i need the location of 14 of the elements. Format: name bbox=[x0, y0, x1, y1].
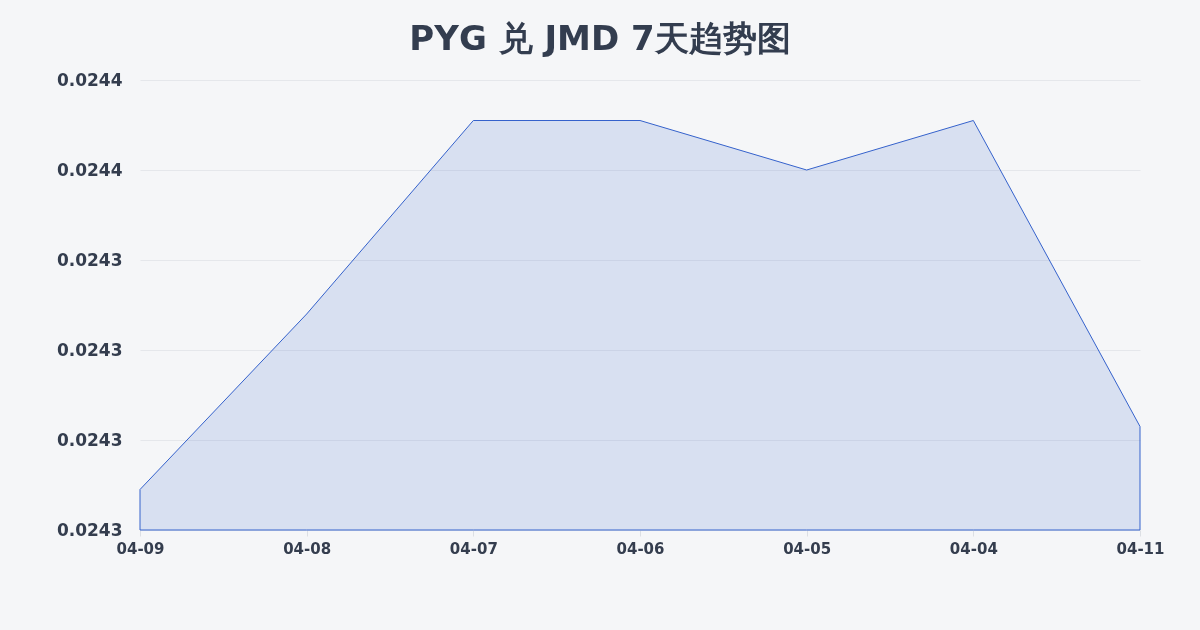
x-tick-label: 04-06 bbox=[616, 539, 665, 558]
y-tick-label: 0.0243 bbox=[56, 519, 123, 540]
y-tick-label: 0.0244 bbox=[56, 69, 123, 90]
y-tick-label: 0.0243 bbox=[56, 429, 123, 450]
x-tick-label: 04-08 bbox=[283, 539, 332, 558]
y-tick-label: 0.0244 bbox=[56, 159, 123, 180]
y-tick-label: 0.0243 bbox=[56, 339, 123, 360]
y-tick-label: 0.0243 bbox=[56, 249, 123, 270]
x-tick-label: 04-11 bbox=[1116, 539, 1165, 558]
x-tick-label: 04-04 bbox=[949, 539, 998, 558]
x-tick-label: 04-05 bbox=[783, 539, 832, 558]
x-tick-label: 04-09 bbox=[116, 539, 165, 558]
x-tick-label: 04-07 bbox=[449, 539, 498, 558]
chart-title: PYG 兑 JMD 7天趋势图 bbox=[409, 18, 791, 58]
